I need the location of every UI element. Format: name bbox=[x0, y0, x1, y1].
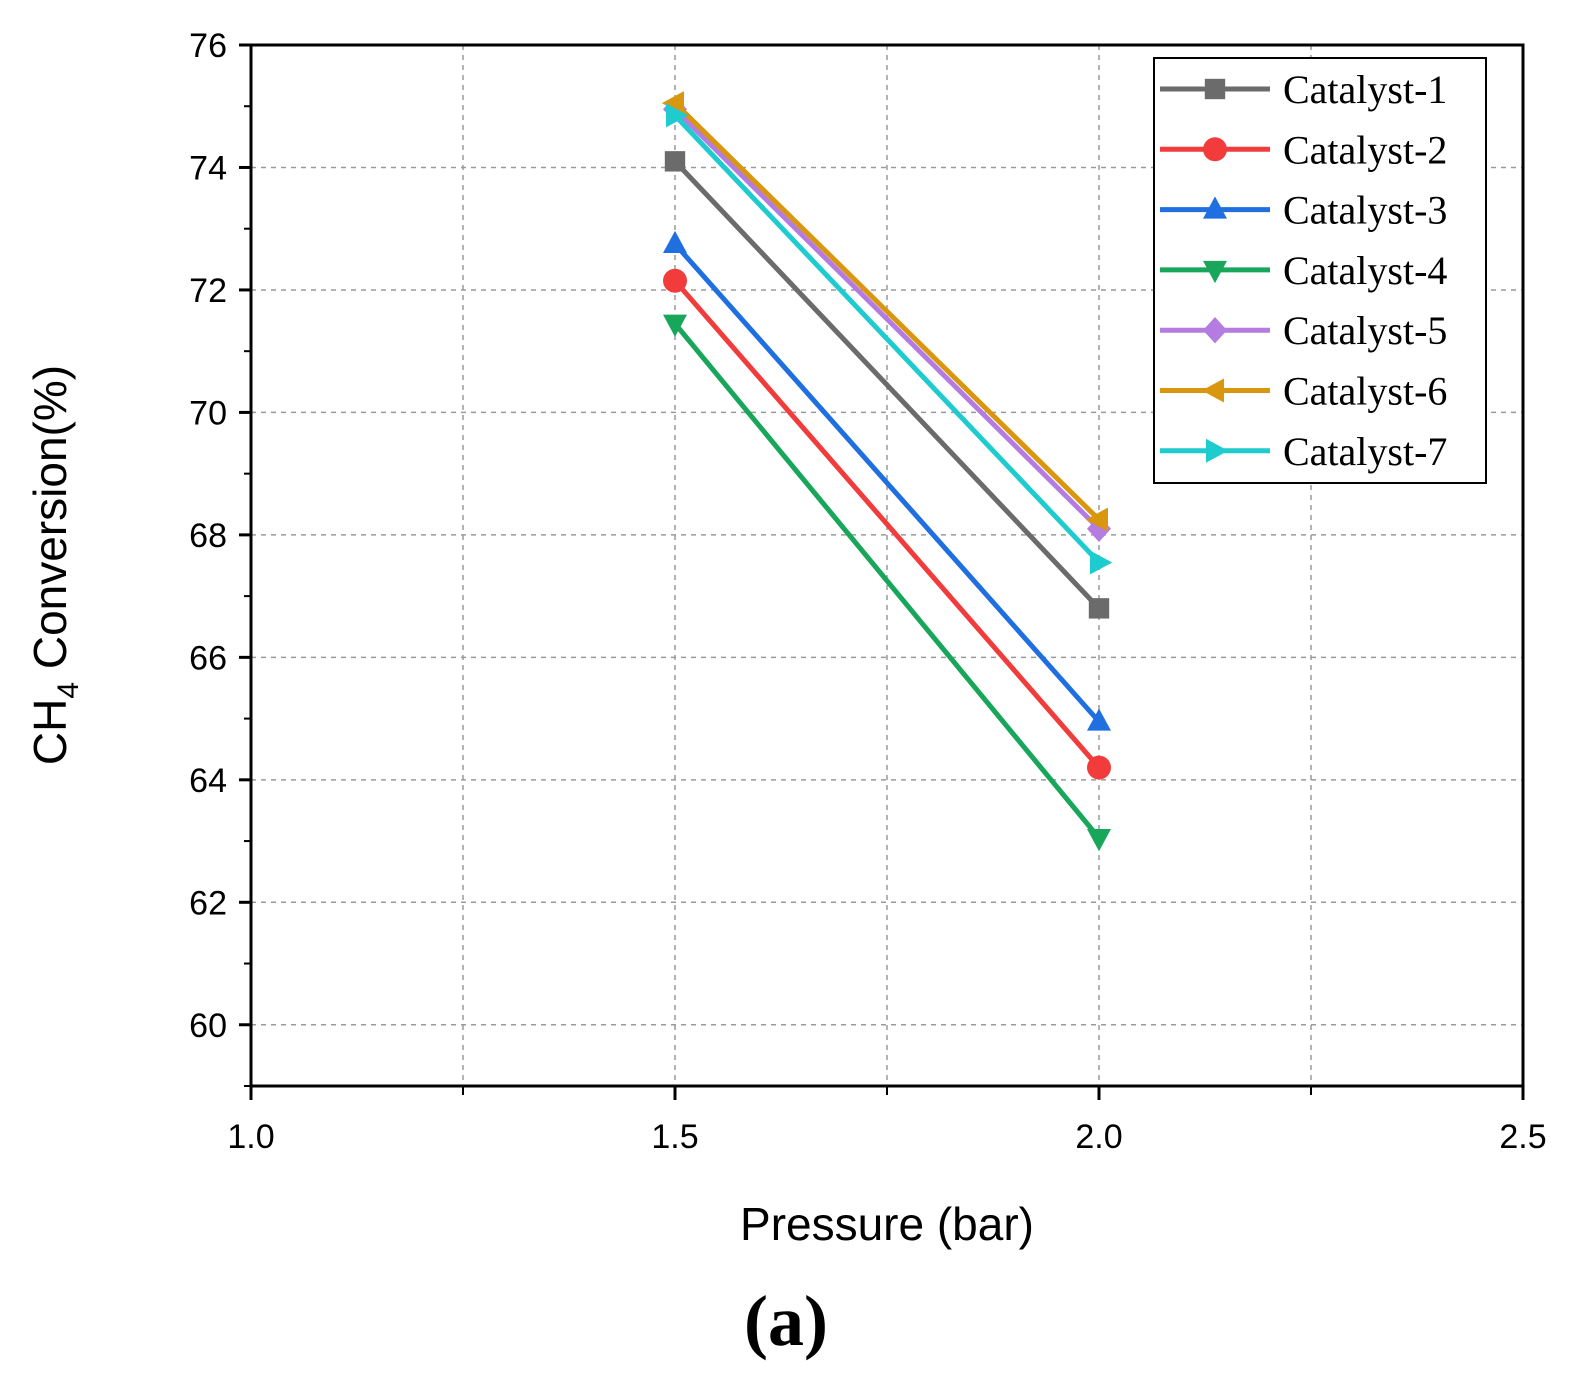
data-point bbox=[1087, 515, 1111, 542]
legend-item: Catalyst-1 bbox=[1160, 67, 1447, 112]
legend-item: Catalyst-2 bbox=[1160, 127, 1447, 172]
data-point bbox=[1087, 828, 1111, 852]
y-tick-label: 64 bbox=[189, 762, 227, 800]
series-line bbox=[673, 279, 1101, 770]
legend-swatch-marker bbox=[1203, 260, 1227, 284]
y-tick-label: 66 bbox=[189, 639, 227, 677]
y-axis-title-subscript: 4 bbox=[52, 682, 85, 699]
series-line bbox=[673, 101, 1101, 522]
legend-label: Catalyst-7 bbox=[1283, 429, 1447, 474]
legend-item: Catalyst-5 bbox=[1160, 308, 1447, 353]
series-line bbox=[673, 107, 1101, 531]
y-tick-label: 62 bbox=[189, 884, 227, 922]
y-tick-label: 72 bbox=[189, 272, 227, 310]
legend-item: Catalyst-6 bbox=[1160, 369, 1447, 414]
legend-swatch-marker bbox=[1203, 137, 1227, 162]
x-tick-labels: 1.0 1.5 2.0 2.5 bbox=[227, 1118, 1546, 1156]
data-point bbox=[663, 230, 687, 254]
legend-items: Catalyst-1 Catalyst-2 Catalyst-3 Catalyst-4… bbox=[1160, 67, 1447, 474]
x-tick-label: 2.5 bbox=[1499, 1118, 1546, 1156]
x-tick-label: 1.0 bbox=[227, 1118, 274, 1156]
legend-label: Catalyst-4 bbox=[1283, 248, 1447, 293]
series-catalyst-6 bbox=[661, 91, 1108, 532]
series-line bbox=[673, 322, 1101, 840]
data-point bbox=[661, 91, 684, 116]
data-point bbox=[666, 103, 689, 128]
y-axis-title-rest: Conversion(%) bbox=[24, 365, 76, 682]
y-tick-label: 68 bbox=[189, 517, 227, 555]
legend-swatch-marker bbox=[1206, 438, 1229, 463]
y-tick-label: 76 bbox=[189, 27, 227, 65]
legend-item: Catalyst-7 bbox=[1160, 429, 1447, 474]
data-point bbox=[1085, 507, 1108, 532]
series-lines bbox=[661, 91, 1113, 852]
series-catalyst-1 bbox=[664, 151, 1110, 619]
series-line bbox=[673, 113, 1101, 565]
legend-item: Catalyst-4 bbox=[1160, 248, 1447, 293]
panel-label: (a) bbox=[744, 1281, 828, 1361]
legend-swatch-marker bbox=[1201, 378, 1224, 403]
series-catalyst-3 bbox=[663, 230, 1111, 731]
legend-swatch-marker bbox=[1203, 317, 1227, 344]
data-point bbox=[663, 314, 687, 337]
y-tick-label: 74 bbox=[189, 149, 227, 187]
series-line bbox=[673, 242, 1101, 724]
data-point bbox=[1088, 598, 1110, 619]
y-tick-label: 60 bbox=[189, 1007, 227, 1045]
legend: Catalyst-1 Catalyst-2 Catalyst-3 Catalyst-4… bbox=[1153, 57, 1487, 484]
legend-swatch-marker bbox=[1203, 196, 1227, 219]
x-tick-label: 1.5 bbox=[651, 1118, 698, 1156]
plot-frame bbox=[249, 43, 1525, 1088]
data-point bbox=[1090, 550, 1113, 575]
legend-label: Catalyst-5 bbox=[1283, 308, 1447, 353]
series-catalyst-2 bbox=[663, 268, 1111, 780]
series-catalyst-7 bbox=[666, 103, 1113, 575]
data-point bbox=[1087, 708, 1111, 731]
legend-label: Catalyst-6 bbox=[1283, 369, 1447, 414]
y-tick-labels: 60 62 64 66 68 70 72 74 76 bbox=[189, 27, 227, 1045]
data-point bbox=[663, 268, 687, 293]
legend-label: Catalyst-1 bbox=[1283, 67, 1447, 112]
legend-label: Catalyst-3 bbox=[1283, 188, 1447, 233]
data-point bbox=[664, 151, 686, 172]
x-tick-label: 2.0 bbox=[1075, 1118, 1122, 1156]
series-line bbox=[673, 159, 1101, 611]
y-axis-title-main: CH bbox=[24, 699, 76, 765]
data-point bbox=[1087, 755, 1111, 780]
legend-swatch-marker bbox=[1204, 78, 1226, 100]
legend-item: Catalyst-3 bbox=[1160, 188, 1447, 233]
x-axis-title: Pressure (bar) bbox=[740, 1198, 1034, 1250]
y-tick-label: 70 bbox=[189, 394, 227, 432]
legend-label: Catalyst-2 bbox=[1283, 127, 1447, 172]
y-axis-title: CH4 Conversion(%) bbox=[24, 365, 85, 765]
series-catalyst-4 bbox=[663, 314, 1111, 852]
